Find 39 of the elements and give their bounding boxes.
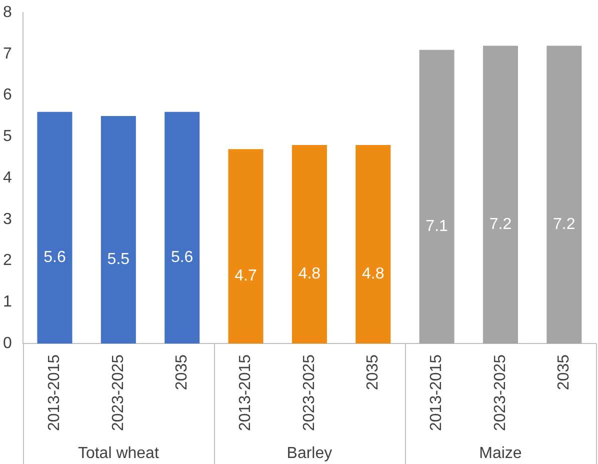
bar — [100, 116, 136, 344]
data-label: 5.5 — [107, 251, 130, 268]
x-tick-label: 2035 — [556, 354, 573, 390]
bar — [356, 144, 391, 344]
y-tick-label: 5 — [2, 128, 12, 146]
data-label: 5.6 — [44, 249, 66, 266]
y-tick-label: 4 — [2, 169, 12, 186]
x-tick-label: 2035 — [364, 354, 382, 390]
x-tick-label: 2023-2025 — [110, 354, 127, 431]
data-label: 7.2 — [553, 216, 576, 233]
x-tick-label: 2013-2015 — [428, 354, 446, 431]
x-tick-label: 2013-2015 — [46, 354, 64, 431]
text: Barley — [286, 445, 332, 462]
data-label: 7.2 — [489, 216, 512, 233]
bar — [546, 46, 582, 344]
x-tick-label: 2023-2025 — [492, 354, 509, 431]
bar — [419, 50, 454, 344]
data-label: 5.6 — [170, 249, 194, 266]
bar — [228, 149, 264, 344]
bar — [37, 112, 72, 344]
y-tick-label: 1 — [2, 294, 12, 311]
y-tick-label: 8 — [2, 4, 12, 22]
bar — [482, 46, 518, 344]
bar — [292, 144, 327, 344]
y-tick-label: 2 — [2, 252, 12, 270]
x-tick-label: 2023-2025 — [300, 354, 318, 431]
data-label: 4.7 — [234, 268, 257, 285]
y-tick-label: 0 — [2, 334, 12, 352]
data-label: 7.1 — [426, 218, 448, 236]
text: Maize — [479, 445, 522, 462]
x-tick-label: 2035 — [174, 354, 190, 390]
bar — [164, 112, 200, 344]
x-tick-label: 2013-2015 — [237, 354, 254, 431]
data-label: 4.8 — [298, 266, 321, 283]
data-label: 4.8 — [362, 266, 384, 283]
y-tick-label: 3 — [2, 210, 12, 228]
text: Total wheat — [78, 445, 160, 462]
y-tick-label: 7 — [2, 45, 12, 62]
y-tick-label: 6 — [2, 86, 12, 104]
